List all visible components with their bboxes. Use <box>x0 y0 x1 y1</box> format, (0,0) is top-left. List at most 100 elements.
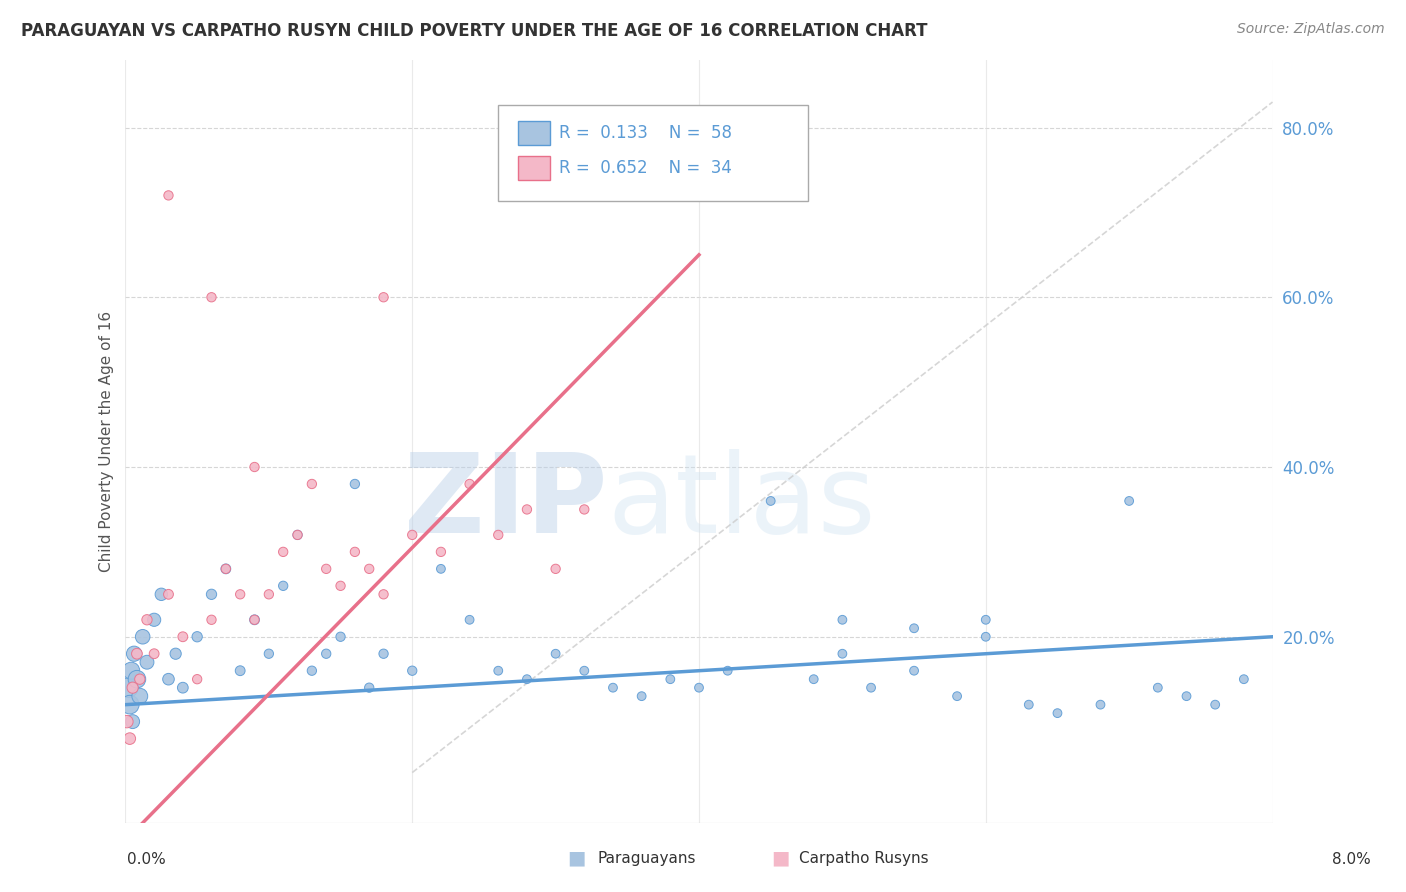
Point <box>1018 698 1040 712</box>
Point <box>974 630 997 644</box>
Point <box>125 647 148 661</box>
Point <box>120 664 142 678</box>
Point <box>373 290 395 304</box>
Point <box>516 672 538 686</box>
Point <box>186 630 208 644</box>
Point <box>172 630 194 644</box>
Point <box>121 681 143 695</box>
Point <box>630 689 652 703</box>
Point <box>118 698 141 712</box>
Point <box>401 528 423 542</box>
Point <box>430 545 453 559</box>
Point <box>143 647 166 661</box>
Point <box>271 545 294 559</box>
Point <box>301 477 323 491</box>
Point <box>329 579 352 593</box>
Text: Paraguayans: Paraguayans <box>598 851 696 865</box>
Text: ■: ■ <box>567 848 586 868</box>
Text: 0.0%: 0.0% <box>127 852 166 867</box>
Point <box>271 579 294 593</box>
Point <box>131 630 153 644</box>
Point <box>544 562 567 576</box>
Point <box>574 664 596 678</box>
Point <box>287 528 309 542</box>
Point <box>125 672 148 686</box>
Bar <box>517 156 550 180</box>
Point <box>602 681 624 695</box>
Point <box>458 477 481 491</box>
Point <box>243 613 266 627</box>
Text: 8.0%: 8.0% <box>1331 852 1371 867</box>
Point <box>257 647 280 661</box>
Point <box>215 562 238 576</box>
Point <box>172 681 194 695</box>
Point <box>229 587 252 601</box>
Point <box>229 664 252 678</box>
Point <box>486 664 509 678</box>
Point <box>200 290 222 304</box>
Point <box>117 681 139 695</box>
Point <box>1175 689 1198 703</box>
Point <box>1118 494 1140 508</box>
Point <box>1046 706 1069 720</box>
Text: PARAGUAYAN VS CARPATHO RUSYN CHILD POVERTY UNDER THE AGE OF 16 CORRELATION CHART: PARAGUAYAN VS CARPATHO RUSYN CHILD POVER… <box>21 22 928 40</box>
Point <box>136 655 159 669</box>
Point <box>215 562 238 576</box>
Text: atlas: atlas <box>607 450 876 556</box>
Point <box>122 647 145 661</box>
Point <box>717 664 740 678</box>
Point <box>157 188 180 202</box>
Point <box>831 647 853 661</box>
Bar <box>517 120 550 145</box>
Point <box>803 672 825 686</box>
Text: R =  0.133    N =  58: R = 0.133 N = 58 <box>560 124 733 142</box>
Point <box>315 647 337 661</box>
Point <box>574 502 596 516</box>
Point <box>343 477 366 491</box>
Point <box>860 681 883 695</box>
Point <box>659 672 682 686</box>
Point <box>128 689 150 703</box>
Point <box>974 613 997 627</box>
Text: Source: ZipAtlas.com: Source: ZipAtlas.com <box>1237 22 1385 37</box>
Point <box>359 681 381 695</box>
Point <box>1233 672 1256 686</box>
Point <box>329 630 352 644</box>
Point <box>1146 681 1168 695</box>
Point <box>118 731 141 746</box>
Point <box>301 664 323 678</box>
Point <box>430 562 453 576</box>
Point <box>1090 698 1112 712</box>
Point <box>157 672 180 686</box>
Point <box>373 587 395 601</box>
Point <box>257 587 280 601</box>
Point <box>688 681 710 695</box>
Point <box>243 613 266 627</box>
Point <box>128 672 150 686</box>
Point <box>200 613 222 627</box>
Point <box>359 562 381 576</box>
Point <box>946 689 969 703</box>
Point <box>1204 698 1226 712</box>
Point <box>165 647 187 661</box>
Point <box>200 587 222 601</box>
Point <box>115 714 138 729</box>
Point <box>486 528 509 542</box>
Point <box>150 587 173 601</box>
Text: ZIP: ZIP <box>404 450 607 556</box>
Point <box>516 502 538 516</box>
Point <box>401 664 423 678</box>
Point <box>458 613 481 627</box>
Point <box>121 714 143 729</box>
Point <box>157 587 180 601</box>
Point <box>544 647 567 661</box>
Point <box>831 613 853 627</box>
Y-axis label: Child Poverty Under the Age of 16: Child Poverty Under the Age of 16 <box>100 311 114 572</box>
Point <box>186 672 208 686</box>
Point <box>243 460 266 475</box>
FancyBboxPatch shape <box>498 105 808 201</box>
Point <box>759 494 782 508</box>
Point <box>315 562 337 576</box>
Point <box>903 621 925 635</box>
Point <box>136 613 159 627</box>
